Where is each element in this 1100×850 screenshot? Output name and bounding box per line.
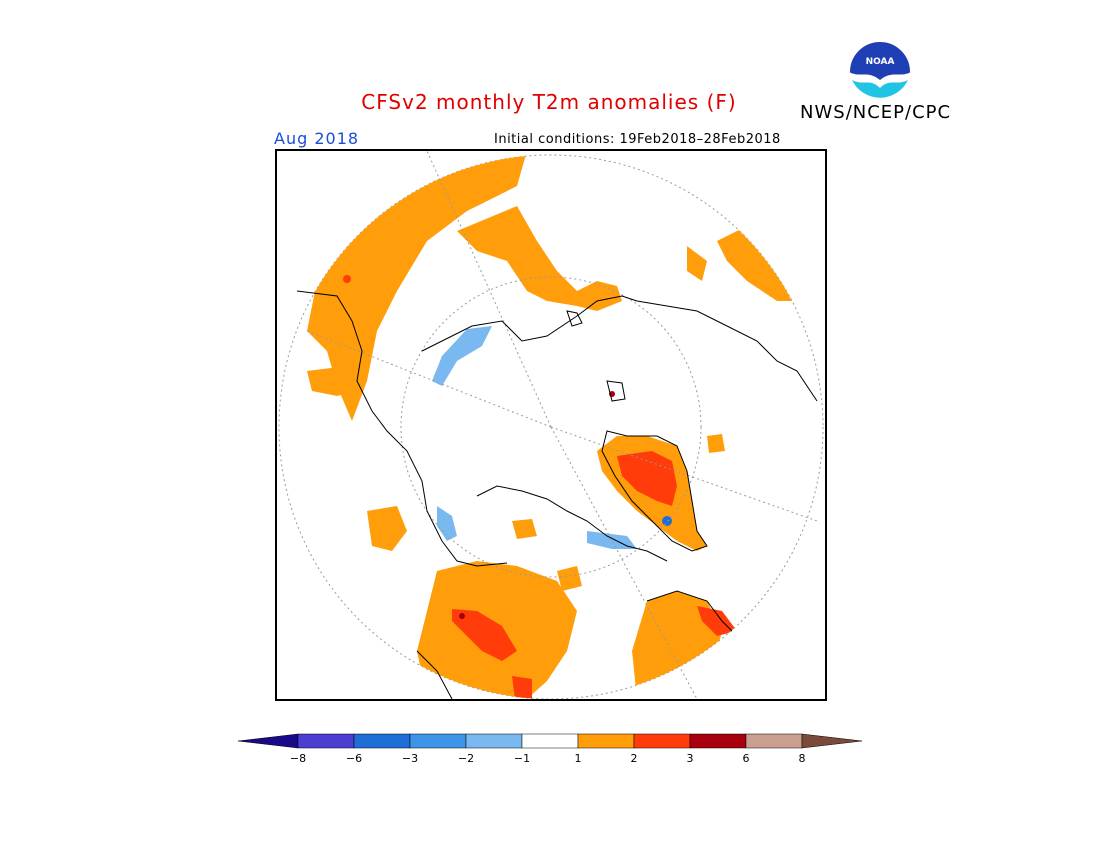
legend-tick-label: 1 <box>574 752 582 765</box>
anomaly-cool-siberia-coast <box>432 326 492 386</box>
legend-arrow-high <box>801 733 862 749</box>
legend-swatch <box>409 733 467 749</box>
anomaly-cold-spot-greenland <box>662 516 672 526</box>
legend-swatch <box>689 733 747 749</box>
coastlines <box>296 290 818 699</box>
month-label: Aug 2018 <box>274 129 360 148</box>
legend-swatch <box>745 733 803 749</box>
anomaly-warm-scandinavia <box>367 506 407 551</box>
anomaly-warm-north-america-east <box>632 591 722 699</box>
legend-tick-label: −6 <box>345 752 363 765</box>
anomaly-hot-europe-south <box>512 676 532 699</box>
anomaly-extreme-spot-europe <box>459 613 465 619</box>
legend-tick-label: 3 <box>686 752 694 765</box>
anomaly-hot-east-canada <box>697 606 737 636</box>
legend-tick-label: 6 <box>742 752 750 765</box>
anomaly-warm-west-asia <box>307 366 357 396</box>
org-label: NWS/NCEP/CPC <box>800 102 952 123</box>
anomaly-hot-greenland <box>617 451 677 506</box>
legend-tick-label: −3 <box>401 752 419 765</box>
anomaly-cool-alaska-coast <box>437 506 457 541</box>
anomaly-warm-pacific-east <box>687 246 707 281</box>
initial-conditions-label: Initial conditions: 19Feb2018–28Feb2018 <box>494 132 781 147</box>
anomaly-hot-spot-asia <box>343 275 351 283</box>
anomaly-warm-hudson <box>557 566 582 591</box>
legend-arrow-low <box>238 733 299 749</box>
anomaly-hot-europe <box>452 609 517 661</box>
anomaly-warm-north-asia-strip <box>457 206 622 311</box>
legend-swatch <box>297 733 355 749</box>
anomaly-warm-iceland <box>707 434 725 453</box>
anomaly-warm-alaska <box>717 221 807 301</box>
legend-swatch <box>465 733 523 749</box>
legend-tick-label: 2 <box>630 752 638 765</box>
latitude-circle-inner <box>400 276 702 578</box>
legend-swatch <box>353 733 411 749</box>
meridian-lines <box>306 151 818 699</box>
color-legend <box>238 733 862 749</box>
legend-tick-label: −1 <box>513 752 531 765</box>
latitude-circle-outer <box>278 154 824 699</box>
legend-swatch <box>577 733 635 749</box>
legend-swatch <box>521 733 579 749</box>
polar-map <box>278 151 824 699</box>
legend-swatch <box>633 733 691 749</box>
legend-tick-label: −2 <box>457 752 475 765</box>
anomaly-warm-asia <box>307 155 517 421</box>
svg-text:NOAA: NOAA <box>866 57 895 67</box>
map-title: CFSv2 monthly T2m anomalies (F) <box>361 90 737 114</box>
legend-tick-label: −8 <box>289 752 307 765</box>
anomaly-warm-canada-arctic <box>512 519 537 539</box>
noaa-logo: NOAA <box>848 40 912 104</box>
legend-tick-label: 8 <box>798 752 806 765</box>
map-panel <box>275 149 827 701</box>
